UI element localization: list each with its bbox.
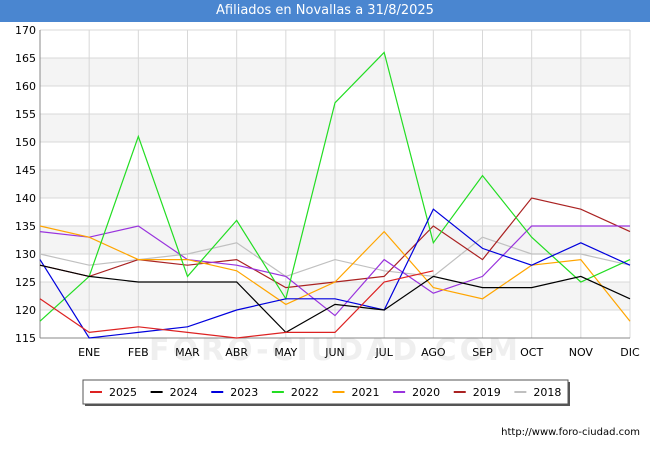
series-line-2024 bbox=[39, 264, 631, 334]
y-tick-label: 165 bbox=[15, 52, 36, 65]
x-tick-label: ABR bbox=[225, 346, 248, 359]
x-tick-label: MAY bbox=[274, 346, 297, 359]
y-tick-label: 115 bbox=[15, 332, 36, 345]
x-tick-label: MAR bbox=[175, 346, 200, 359]
series-line-2022 bbox=[39, 51, 631, 322]
chart-title: Afiliados en Novallas a 31/8/2025 bbox=[0, 0, 650, 22]
legend-label-2018: 2018 bbox=[533, 386, 561, 399]
y-tick-label: 145 bbox=[15, 164, 36, 177]
y-tick-label: 140 bbox=[15, 192, 36, 205]
x-tick-label: ENE bbox=[78, 346, 100, 359]
y-tick-label: 150 bbox=[15, 136, 36, 149]
legend-label-2025: 2025 bbox=[109, 386, 137, 399]
y-tick-label: 135 bbox=[15, 220, 36, 233]
series-line-2020 bbox=[39, 225, 630, 317]
legend-label-2020: 2020 bbox=[412, 386, 440, 399]
y-tick-label: 160 bbox=[15, 80, 36, 93]
y-tick-label: 125 bbox=[15, 276, 36, 289]
watermark: FORO-CIUDAD.COM bbox=[149, 333, 521, 368]
legend-label-2021: 2021 bbox=[352, 386, 380, 399]
legend-box bbox=[82, 379, 569, 405]
x-tick-label: DIC bbox=[620, 346, 640, 359]
x-tick-label: SEP bbox=[472, 346, 493, 359]
x-tick-label: JUN bbox=[324, 346, 345, 359]
y-tick-label: 130 bbox=[15, 248, 36, 261]
legend-label-2019: 2019 bbox=[473, 386, 501, 399]
y-tick-label: 170 bbox=[15, 24, 36, 37]
x-tick-label: FEB bbox=[128, 346, 149, 359]
y-tick-label: 120 bbox=[15, 304, 36, 317]
x-tick-label: NOV bbox=[569, 346, 594, 359]
y-tick-label: 155 bbox=[15, 108, 36, 121]
x-tick-label: AGO bbox=[421, 346, 446, 359]
legend-label-2023: 2023 bbox=[230, 386, 258, 399]
legend-label-2024: 2024 bbox=[170, 386, 198, 399]
x-tick-label: JUL bbox=[374, 346, 393, 359]
series-line-2023 bbox=[39, 208, 631, 339]
series-line-2025 bbox=[39, 270, 434, 339]
legend-label-2022: 2022 bbox=[291, 386, 319, 399]
source-url[interactable]: http://www.foro-ciudad.com bbox=[501, 427, 640, 438]
x-tick-label: OCT bbox=[520, 346, 543, 359]
